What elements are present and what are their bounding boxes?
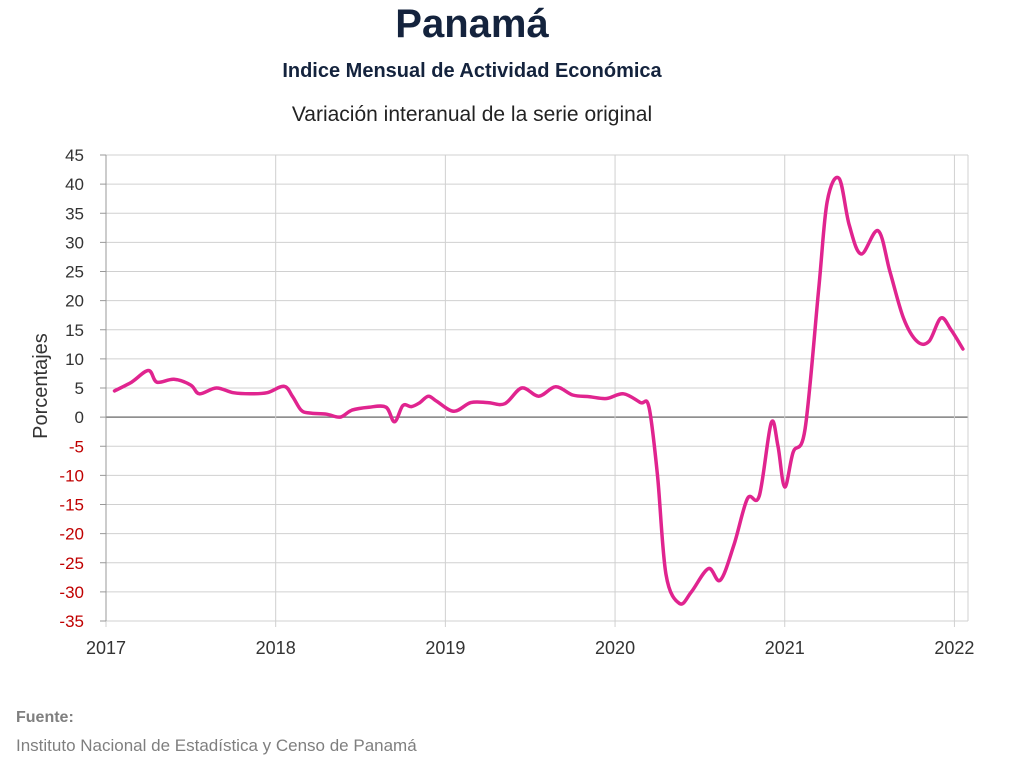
y-tick-label: -25: [59, 554, 84, 573]
y-tick-label: 5: [75, 379, 84, 398]
x-tick-label: 2021: [765, 638, 805, 658]
y-tick-label: 10: [65, 350, 84, 369]
y-tick-label: -5: [69, 437, 84, 456]
y-tick-label: -20: [59, 525, 84, 544]
x-tick-label: 2022: [934, 638, 974, 658]
y-tick-label: 20: [65, 292, 84, 311]
line-chart: 454035302520151050-5-10-15-20-25-30-3520…: [30, 146, 974, 658]
y-tick-label: -35: [59, 612, 84, 631]
chart-title: Panamá: [395, 2, 549, 46]
y-tick-label: 35: [65, 204, 84, 223]
x-tick-label: 2020: [595, 638, 635, 658]
y-tick-label: -15: [59, 496, 84, 515]
y-axis-label: Porcentajes: [30, 333, 52, 439]
y-tick-label: 25: [65, 263, 84, 282]
y-tick-label: 45: [65, 146, 84, 165]
x-tick-label: 2017: [86, 638, 126, 658]
chart-subtitle: Indice Mensual de Actividad Económica: [282, 60, 662, 82]
y-tick-label: 15: [65, 321, 84, 340]
y-tick-label: 0: [75, 408, 84, 427]
grid-lines: [105, 154, 969, 627]
chart-description: Variación interanual de la serie origina…: [291, 103, 653, 126]
source-label: Fuente:: [16, 709, 74, 726]
x-tick-label: 2018: [256, 638, 296, 658]
x-tick-label: 2019: [425, 638, 465, 658]
y-tick-label: -30: [59, 583, 84, 602]
y-tick-label: 30: [65, 233, 84, 252]
series-lines: [112, 175, 965, 606]
y-tick-label: 40: [65, 175, 84, 194]
source-text: Instituto Nacional de Estadística y Cens…: [16, 736, 417, 755]
axis-labels: 454035302520151050-5-10-15-20-25-30-3520…: [30, 146, 974, 658]
y-tick-label: -10: [59, 466, 84, 485]
series-line: [112, 175, 965, 606]
